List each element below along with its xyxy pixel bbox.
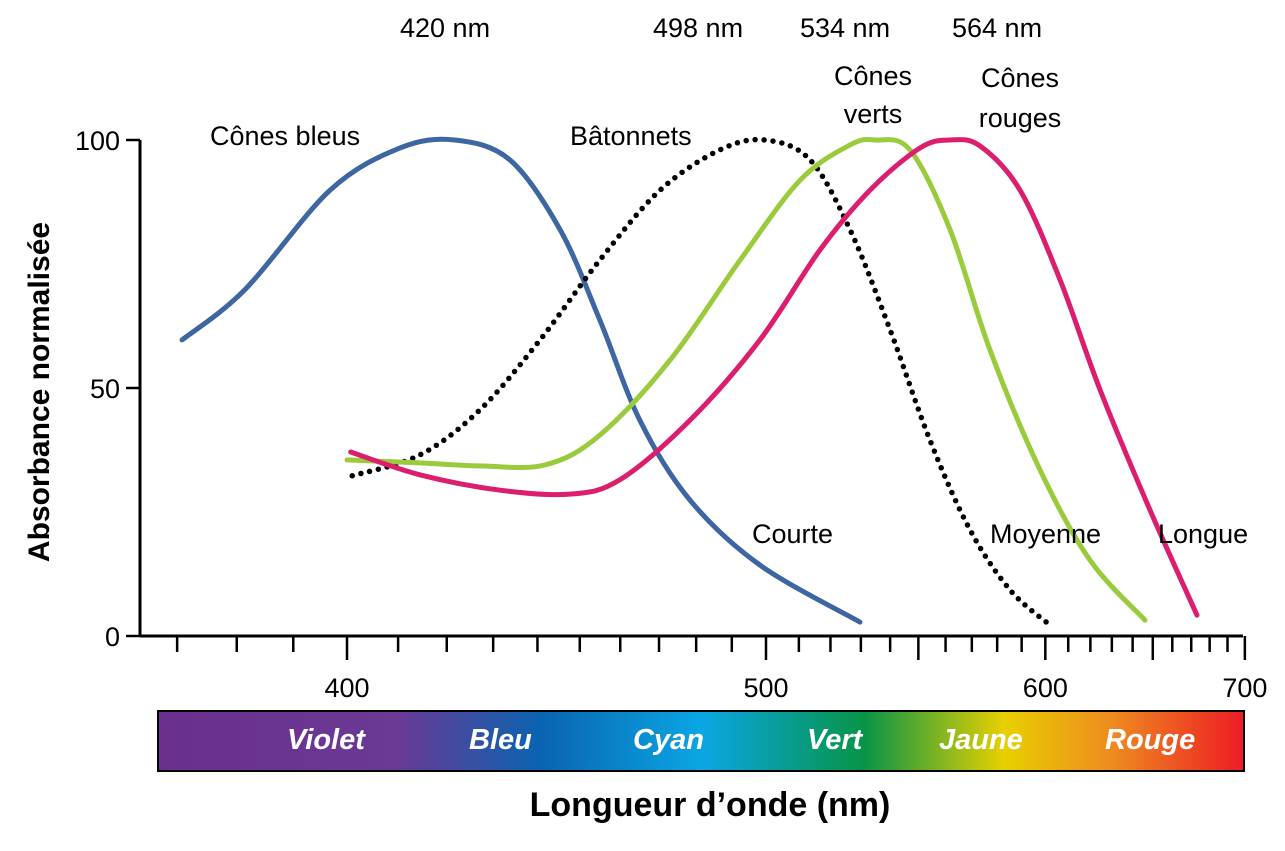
spectrum-cyan: Cyan [633,724,704,756]
label-rods: Bâtonnets [570,121,692,151]
label-green-cones-2: verts [843,99,903,129]
peak-label-red: 564 nm [952,13,1043,43]
spectrum-band: Violet Bleu Cyan Vert Jaune Rouge [157,710,1245,772]
label-red-cones-1: Cônes [980,63,1060,93]
x-tick-label: 400 [324,673,369,703]
x-axis-title: Longueur d’onde (nm) [529,786,891,824]
label-medium: Moyenne [990,519,1102,549]
x-tick-label: 500 [743,673,788,703]
spectrum-blue: Bleu [469,724,532,756]
spectrum-red: Rouge [1105,724,1196,756]
label-blue-cones: Cônes bleus [210,121,361,151]
peak-label-rods: 498 nm [653,13,744,43]
y-tick-label: 0 [105,622,120,652]
series-line-blue-cones [179,136,863,625]
label-green-cones-1: Cônes [833,61,913,91]
x-tick-label: 700 [1222,673,1267,703]
series-line-red-cones [348,137,1200,618]
y-axis-title: Absorbance normalisée [23,221,56,563]
spectrum-green: Vert [807,724,863,756]
series-line-green-cones [344,136,1148,623]
y-tick-label: 50 [90,374,120,404]
peak-label-blue: 420 nm [400,13,491,43]
spectrum-yellow: Jaune [939,724,1023,756]
label-long: Longue [1158,519,1249,549]
y-tick-label: 100 [75,126,120,156]
series-line-rods [349,136,1053,628]
peak-label-green: 534 nm [800,13,891,43]
label-short: Courte [752,519,834,549]
label-red-cones-2: rouges [978,103,1062,133]
spectrum-violet: Violet [287,724,365,756]
x-tick-label: 600 [1023,673,1068,703]
